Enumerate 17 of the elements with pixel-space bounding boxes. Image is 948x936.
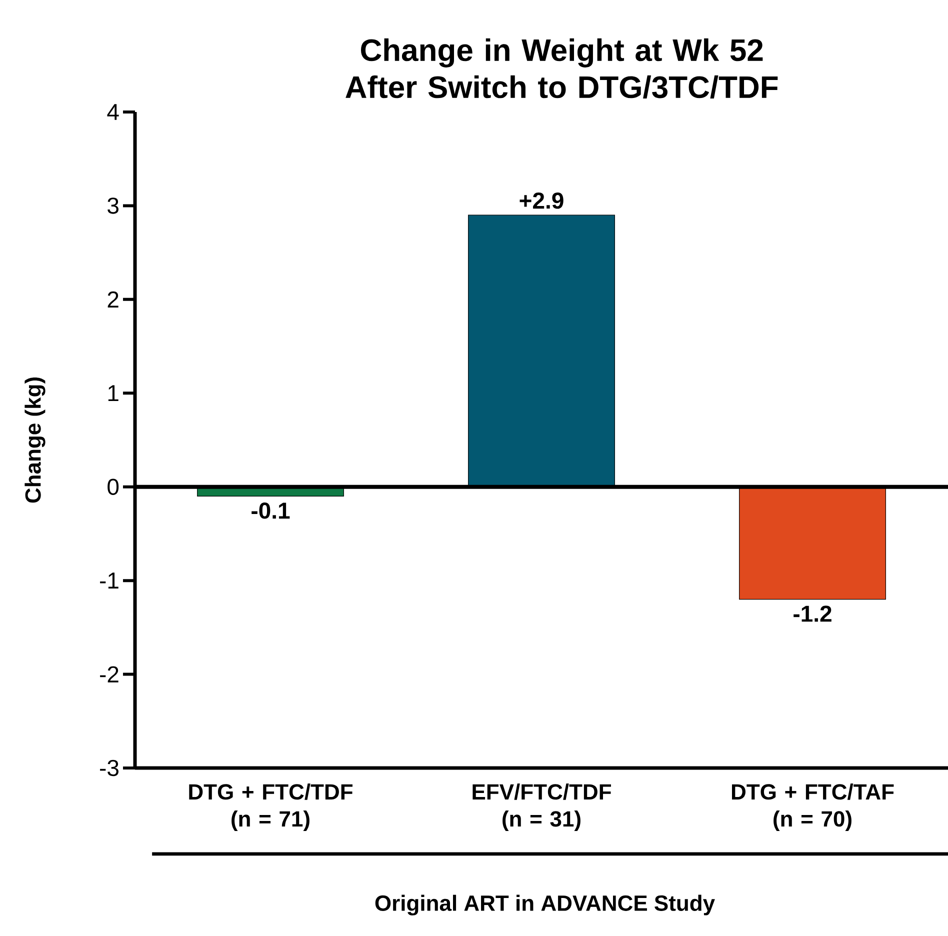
x-tick-label: DTG + FTC/TDF (n = 71) — [189, 784, 352, 832]
y-axis-title: Change (kg) — [24, 378, 46, 503]
y-tick-label: 3 — [108, 198, 118, 214]
chart-title: Change in Weight at Wk 52 After Switch to DTG/3TC/TDF — [346, 38, 778, 99]
y-tick-label: -2 — [100, 666, 118, 682]
x-tick-label: EFV/FTC/TDF (n = 31) — [472, 784, 611, 832]
data-label: +2.9 — [520, 192, 564, 209]
y-tick-label: 4 — [107, 104, 119, 120]
data-label: -1.2 — [794, 606, 832, 622]
y-tick-label: 0 — [108, 478, 119, 495]
data-label: -0.1 — [252, 502, 290, 519]
y-tick-label: -1 — [100, 572, 118, 588]
y-tick-label: 2 — [108, 291, 118, 308]
x-axis-title: Original ART in ADVANCE Study — [375, 894, 715, 916]
y-tick-label: -3 — [100, 760, 118, 776]
x-tick-label: DTG + FTC/TAF (n = 70) — [732, 784, 894, 832]
y-tick-label: 1 — [108, 385, 118, 402]
